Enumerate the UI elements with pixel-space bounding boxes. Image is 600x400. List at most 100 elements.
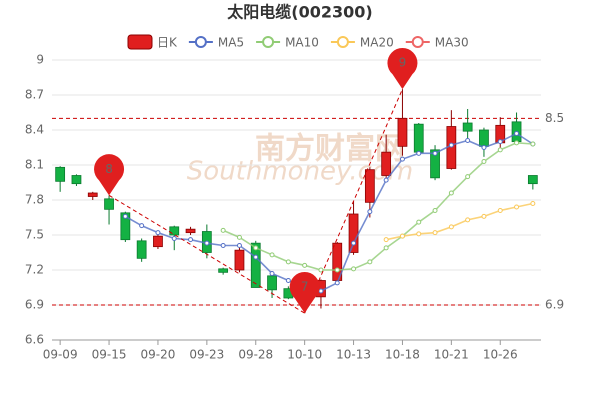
candle-body xyxy=(104,198,114,210)
x-tick-label: 10-13 xyxy=(336,348,371,362)
ma-point xyxy=(497,208,503,213)
ma-point xyxy=(432,208,438,213)
ma-point xyxy=(514,140,520,146)
candle-body xyxy=(479,129,489,147)
legend-label: MA30 xyxy=(435,36,469,50)
legend-label: MA10 xyxy=(285,36,319,50)
ma-point xyxy=(139,223,145,229)
candle-body xyxy=(185,228,196,234)
watermark: 南方财富网 xyxy=(255,132,405,167)
ma-point xyxy=(285,259,291,265)
ma-point xyxy=(416,219,422,225)
ma-point xyxy=(351,240,357,246)
ma-point xyxy=(318,288,324,294)
ma-point xyxy=(465,217,471,223)
ma-point xyxy=(253,245,259,251)
ma-point xyxy=(497,139,503,145)
ma-point xyxy=(481,145,487,150)
reference-label: 8.5 xyxy=(545,111,564,125)
legend-icon xyxy=(194,36,207,48)
candle-body xyxy=(267,275,277,291)
ma-point xyxy=(269,252,275,258)
candle-body xyxy=(71,175,82,185)
candle-body xyxy=(381,151,392,176)
legend-label: MA5 xyxy=(218,36,244,50)
legend-icon xyxy=(411,36,424,48)
ma-point xyxy=(351,266,357,272)
ma-line xyxy=(124,132,534,292)
ma-point xyxy=(334,280,340,286)
ma-point xyxy=(383,177,389,183)
pin-marker xyxy=(94,154,125,196)
ma-point xyxy=(285,278,291,283)
x-tick-label: 09-20 xyxy=(141,348,176,362)
ma-point xyxy=(514,204,520,210)
y-tick-label: 6.9 xyxy=(25,298,44,312)
ma-point xyxy=(367,259,373,265)
pin-label: 9 xyxy=(399,56,407,70)
ma-point xyxy=(220,243,226,248)
candle-body xyxy=(527,175,538,185)
candle-body xyxy=(364,169,375,203)
ma-point xyxy=(220,227,226,233)
candle-body xyxy=(413,123,424,153)
candle-body xyxy=(55,166,66,182)
ma-point xyxy=(416,231,422,237)
ma-point xyxy=(497,147,503,153)
legend-label: 日K xyxy=(157,36,178,50)
reference-label: 6.9 xyxy=(545,298,564,312)
x-tick-label: 09-09 xyxy=(43,348,78,362)
candle-body xyxy=(169,226,180,236)
ma-point xyxy=(432,150,438,156)
legend-icon xyxy=(127,34,153,50)
pin-label: 7 xyxy=(301,280,309,294)
y-tick-label: 7.8 xyxy=(25,193,44,207)
ma-point xyxy=(481,159,487,164)
ma-point xyxy=(334,267,340,273)
pin-label: 8 xyxy=(105,162,113,176)
ma-point xyxy=(481,213,487,219)
x-tick-label: 09-15 xyxy=(92,348,127,362)
ma-point xyxy=(530,201,536,206)
candle-body xyxy=(397,117,408,147)
ma-point xyxy=(465,138,471,143)
ma-point xyxy=(465,174,471,180)
ma-point xyxy=(383,237,389,243)
candle-body xyxy=(218,268,229,273)
trend-line xyxy=(108,194,305,314)
candle-body xyxy=(120,212,131,241)
ma-line xyxy=(222,142,533,271)
candle-body xyxy=(348,213,359,253)
chart-title: 太阳电缆(002300) xyxy=(226,3,372,22)
trend-line xyxy=(304,88,403,314)
watermark: Southmoney.com xyxy=(187,157,413,187)
candle-body xyxy=(430,149,440,179)
ma-point xyxy=(318,267,324,273)
ma-point xyxy=(236,234,242,240)
ma-point xyxy=(188,237,194,243)
ma-point xyxy=(122,213,128,219)
ma-point xyxy=(269,271,275,276)
candle-body xyxy=(234,249,245,271)
y-tick-label: 6.6 xyxy=(25,333,44,347)
ma-point xyxy=(171,236,177,241)
ma-point xyxy=(383,245,389,251)
x-tick-label: 10-18 xyxy=(385,348,420,362)
y-tick-label: 8.7 xyxy=(25,88,44,102)
pin-marker xyxy=(387,47,418,90)
pin-marker xyxy=(289,271,320,314)
ma-point xyxy=(530,141,536,147)
legend-label: MA20 xyxy=(360,36,394,50)
candle-body xyxy=(136,240,147,259)
y-tick-label: 8.4 xyxy=(25,123,44,137)
ma-point xyxy=(399,156,405,162)
x-tick-label: 09-23 xyxy=(189,348,224,362)
ma-point xyxy=(236,243,242,248)
y-tick-label: 8.1 xyxy=(25,158,44,172)
candle-body xyxy=(250,242,261,288)
x-tick-label: 09-28 xyxy=(238,348,273,362)
ma-point xyxy=(253,254,259,260)
x-tick-label: 10-10 xyxy=(287,348,322,362)
candle-body xyxy=(153,235,163,248)
